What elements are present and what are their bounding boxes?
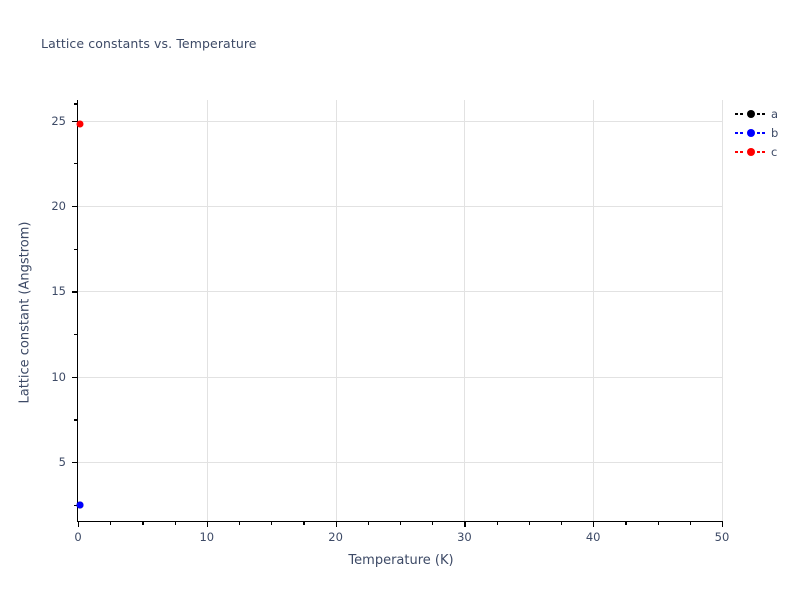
- x-tick-label: 30: [457, 530, 472, 544]
- y-tick-major: [72, 291, 78, 293]
- gridline-horizontal: [78, 291, 722, 293]
- legend-entry-b[interactable]: b: [735, 123, 797, 142]
- y-tick-label: 20: [51, 198, 66, 213]
- plot-area: [78, 100, 723, 522]
- gridline-vertical: [722, 100, 723, 522]
- chart-title: Lattice constants vs. Temperature: [41, 36, 257, 51]
- gridline-vertical: [206, 100, 208, 522]
- data-point-b: [76, 501, 84, 509]
- legend-marker-b: [747, 128, 755, 137]
- x-tick-minor: [110, 522, 112, 525]
- legend-dash: [762, 131, 765, 134]
- x-tick-label: 20: [328, 530, 343, 544]
- x-tick-major: [593, 522, 595, 527]
- x-tick-minor: [400, 522, 402, 525]
- y-tick-minor: [74, 334, 78, 336]
- x-tick-minor: [271, 522, 273, 525]
- data-point-c: [76, 120, 84, 128]
- gridline-horizontal: [78, 205, 722, 207]
- x-tick-label: 50: [714, 530, 730, 544]
- legend-marker-c: [747, 147, 755, 156]
- legend-dash: [757, 112, 760, 115]
- x-tick-minor: [303, 522, 305, 525]
- x-axis-label-text: Temperature (K): [348, 553, 454, 568]
- x-tick-label: 10: [199, 530, 215, 544]
- x-axis-label: Temperature (K): [0, 553, 800, 568]
- x-tick-minor: [174, 522, 176, 525]
- y-tick-major: [72, 376, 78, 378]
- x-tick-minor: [239, 522, 241, 525]
- legend-entry-a[interactable]: a: [735, 104, 797, 123]
- y-tick-label: 5: [58, 455, 66, 470]
- x-tick-minor: [496, 522, 498, 525]
- x-tick-major: [78, 522, 80, 527]
- y-axis-spine: [77, 100, 79, 522]
- x-tick-minor: [561, 522, 563, 525]
- legend-entry-c[interactable]: c: [735, 142, 797, 161]
- x-tick-major: [335, 522, 337, 527]
- x-tick-major: [464, 522, 466, 527]
- legend-dash: [757, 150, 760, 153]
- legend-marker-a: [747, 109, 755, 118]
- legend-dash: [740, 112, 743, 115]
- legend-label-b: b: [771, 125, 779, 140]
- x-tick-minor: [657, 522, 659, 525]
- y-tick-label: 25: [51, 113, 66, 128]
- gridline-vertical: [335, 100, 337, 522]
- legend-dash: [762, 150, 765, 153]
- gridline-horizontal: [78, 120, 722, 122]
- gridline-horizontal: [78, 462, 722, 464]
- x-axis-spine: [77, 521, 723, 523]
- legend-dash: [740, 150, 743, 153]
- y-axis-label: Lattice constant (Angstrom): [17, 221, 33, 404]
- legend-line-sample-b: [735, 127, 765, 139]
- y-tick-major: [72, 205, 78, 208]
- gridline-vertical: [593, 100, 595, 522]
- x-tick-minor: [142, 522, 144, 525]
- legend-label-a: a: [771, 106, 779, 121]
- gridline-vertical: [464, 100, 466, 522]
- x-tick-major: [206, 522, 208, 527]
- x-tick-minor: [367, 522, 369, 525]
- x-tick-minor: [689, 522, 691, 525]
- x-tick-minor: [625, 522, 627, 525]
- legend-dash: [762, 112, 765, 115]
- y-tick-minor: [74, 248, 78, 250]
- x-tick-major: [722, 522, 724, 527]
- legend-dash: [735, 131, 738, 134]
- x-tick-label: 40: [585, 530, 601, 544]
- legend-dash: [735, 150, 738, 153]
- legend-line-sample-c: [735, 146, 765, 158]
- y-tick-minor: [74, 103, 78, 105]
- y-tick-label: 10: [51, 369, 66, 384]
- chart-figure: Lattice constants vs. Temperature 0 10 20 3…: [0, 36, 800, 568]
- y-tick-minor: [74, 504, 78, 507]
- y-tick-minor: [74, 419, 78, 421]
- x-tick-minor: [528, 522, 530, 525]
- y-tick-label: 15: [51, 284, 66, 299]
- y-tick-major: [72, 120, 78, 122]
- legend-dash: [735, 112, 738, 115]
- legend-dash: [757, 131, 760, 134]
- y-tick-major: [72, 462, 78, 464]
- legend-dash: [740, 131, 743, 134]
- y-tick-minor: [74, 163, 78, 165]
- legend-line-sample-a: [735, 108, 765, 120]
- gridline-horizontal: [78, 376, 722, 378]
- x-tick-minor: [432, 522, 434, 525]
- legend-label-c: c: [771, 144, 778, 159]
- x-tick-label: 0: [74, 530, 82, 544]
